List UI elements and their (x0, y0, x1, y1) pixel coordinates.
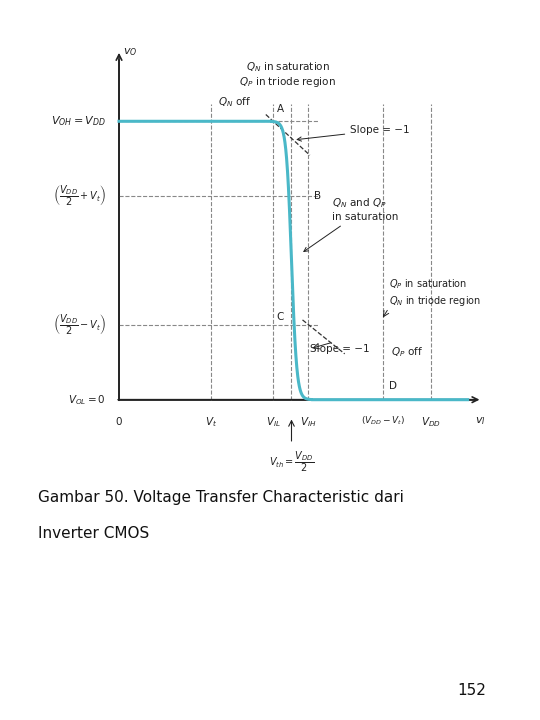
Text: $0$: $0$ (115, 415, 123, 427)
Text: Gambar 50. Voltage Transfer Characteristic dari: Gambar 50. Voltage Transfer Characterist… (38, 490, 404, 505)
Text: $Q_P$ in triode region: $Q_P$ in triode region (239, 76, 336, 89)
Text: 152: 152 (457, 683, 486, 698)
Text: $V_{DD}$: $V_{DD}$ (421, 415, 441, 429)
Text: $\left(\dfrac{V_{DD}}{2} + V_t\right)$: $\left(\dfrac{V_{DD}}{2} + V_t\right)$ (53, 184, 106, 209)
Text: A: A (277, 104, 284, 114)
Text: $v_I$: $v_I$ (475, 415, 486, 427)
Text: $Q_N$ off: $Q_N$ off (218, 96, 251, 109)
Text: D: D (389, 381, 397, 391)
Text: $V_{th} = \dfrac{V_{DD}}{2}$: $V_{th} = \dfrac{V_{DD}}{2}$ (269, 449, 314, 474)
Text: Slope = −1: Slope = −1 (297, 125, 410, 141)
Text: $\left(\dfrac{V_{DD}}{2} - V_t\right)$: $\left(\dfrac{V_{DD}}{2} - V_t\right)$ (53, 312, 106, 338)
Text: $V_{IH}$: $V_{IH}$ (300, 415, 316, 429)
Text: $v_O$: $v_O$ (123, 47, 137, 58)
Text: Slope = −1: Slope = −1 (310, 343, 369, 354)
Text: $V_{IL}$: $V_{IL}$ (266, 415, 281, 429)
Text: $Q_P$ off: $Q_P$ off (390, 345, 423, 359)
Text: B: B (314, 191, 321, 201)
Text: $V_t$: $V_t$ (205, 415, 217, 429)
Text: $Q_N$ in triode region: $Q_N$ in triode region (389, 294, 481, 308)
Text: $Q_N$ in saturation: $Q_N$ in saturation (246, 60, 330, 74)
Text: Inverter CMOS: Inverter CMOS (38, 526, 149, 541)
Text: $V_{OH} = V_{DD}$: $V_{OH} = V_{DD}$ (51, 114, 106, 128)
Text: C: C (277, 312, 284, 322)
Text: $Q_P$ in saturation: $Q_P$ in saturation (389, 277, 467, 291)
Text: $Q_N$ and $Q_P$
in saturation: $Q_N$ and $Q_P$ in saturation (304, 197, 398, 251)
Text: $V_{OL} = 0$: $V_{OL} = 0$ (69, 393, 106, 407)
Text: $(V_{DD} - V_t)$: $(V_{DD} - V_t)$ (361, 415, 406, 428)
